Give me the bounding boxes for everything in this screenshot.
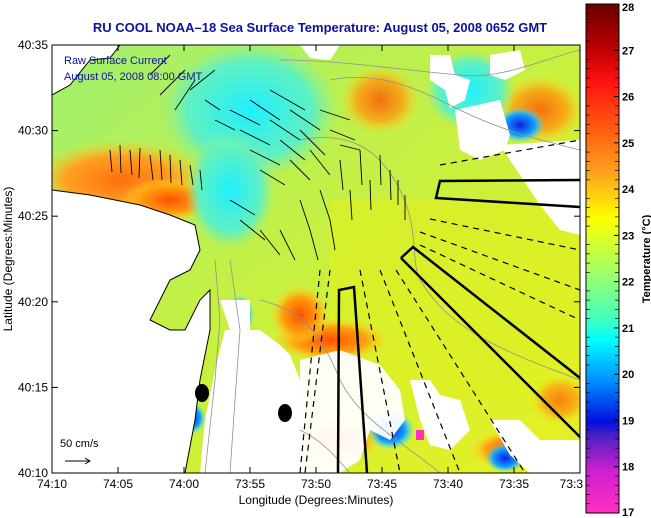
x-tick-label: 74:10 <box>37 477 67 491</box>
survey-lines <box>299 139 580 473</box>
colorbar-tick-label: 21 <box>622 323 634 335</box>
x-tick-label: 73:40 <box>433 477 463 491</box>
x-tick-label: 73:50 <box>301 477 331 491</box>
x-axis-label: Longitude (Degrees:Minutes) <box>239 493 394 507</box>
y-tick-label: 40:25 <box>18 209 48 223</box>
colorbar-tick-label: 24 <box>622 184 635 196</box>
colorbar-ticks: 28 27 26 25 24 23 22 21 20 19 18 17 <box>586 2 635 518</box>
y-tick-label: 40:30 <box>18 124 48 138</box>
sst-field <box>52 45 580 473</box>
y-axis: 40:35 40:30 40:25 40:20 40:15 40:10 <box>18 38 580 480</box>
bathymetry-contours <box>204 49 580 473</box>
colorbar-tick-label: 26 <box>622 92 634 104</box>
x-tick-label: 73:55 <box>235 477 265 491</box>
colorbar <box>585 3 620 514</box>
colorbar-tick-label: 25 <box>622 138 634 150</box>
y-tick-label: 40:20 <box>18 295 48 309</box>
scale-label: 50 cm/s <box>60 438 99 450</box>
annotation-line1: Raw Surface Current <box>64 55 167 67</box>
station-marker <box>195 384 209 402</box>
colorbar-tick-label: 19 <box>622 415 634 427</box>
current-vectors <box>109 54 406 261</box>
coastline <box>52 45 211 473</box>
colorbar-tick-label: 18 <box>622 462 634 474</box>
x-tick-label: 74:00 <box>169 477 199 491</box>
station-marker <box>278 404 292 422</box>
colorbar-label: Temperature (°C) <box>641 214 651 303</box>
y-axis-label: Latitude (Degrees:Minutes) <box>1 187 15 332</box>
colorbar-tick-label: 28 <box>622 2 634 14</box>
x-tick-label: 73:3 <box>560 477 584 491</box>
x-tick-label: 73:45 <box>367 477 397 491</box>
scale-arrow-icon <box>65 457 91 465</box>
x-tick-label: 73:35 <box>499 477 529 491</box>
x-tick-label: 74:05 <box>103 477 133 491</box>
colorbar-tick-label: 17 <box>622 507 634 518</box>
y-tick-label: 40:10 <box>18 466 48 480</box>
colorbar-tick-label: 22 <box>622 277 634 289</box>
colorbar-tick-label: 27 <box>622 45 634 57</box>
y-tick-label: 40:35 <box>18 38 48 52</box>
annotation-line2: August 05, 2008 08:00 GMT <box>64 71 202 83</box>
x-axis: 74:10 74:05 74:00 73:55 73:50 73:45 73:40 73:35… <box>37 45 583 491</box>
colorbar-tick-label: 20 <box>622 369 634 381</box>
colorbar-tick-label: 23 <box>622 230 634 242</box>
chart-title: RU COOL NOAA–18 Sea Surface Temperature:… <box>92 20 548 35</box>
y-tick-label: 40:15 <box>18 380 48 394</box>
